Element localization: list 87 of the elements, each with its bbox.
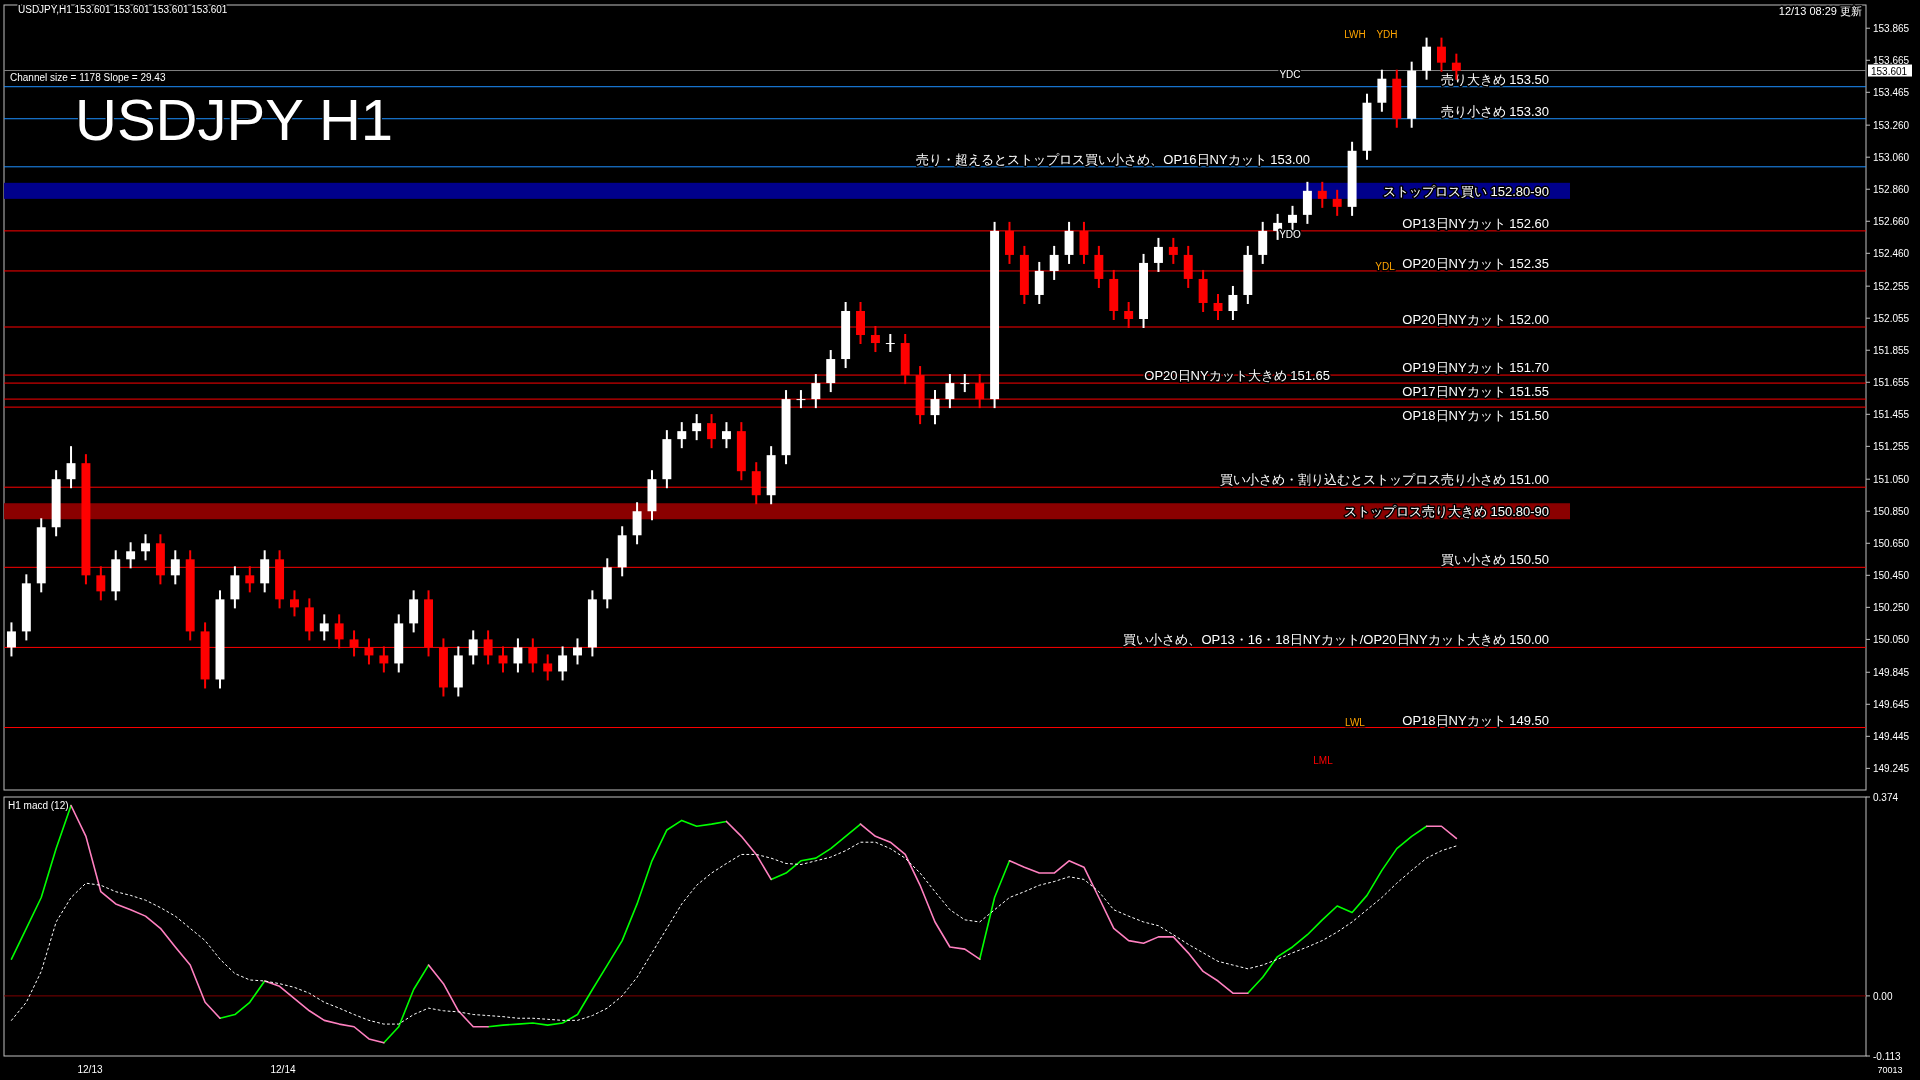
text: 12/14 <box>270 1064 296 1075</box>
y-tick-label: 151.050 <box>1873 474 1910 486</box>
candlestick <box>796 389 806 410</box>
y-tick-label: 149.845 <box>1873 667 1910 679</box>
candlestick <box>677 421 687 450</box>
candlestick <box>319 613 329 642</box>
y-tick-label: 0.00 <box>1873 990 1893 1002</box>
annotation: LWH <box>1344 29 1366 40</box>
ref-line-label: 売り小さめ 153.30 <box>1440 103 1549 119</box>
line-series <box>10 841 1457 1025</box>
y-tick-label: 152.660 <box>1873 216 1910 228</box>
y-tick-label: 152.055 <box>1873 313 1910 325</box>
y-tick-label: 150.050 <box>1873 634 1910 646</box>
y-tick-label: -0.113 <box>1873 1051 1902 1062</box>
candlestick <box>290 589 299 618</box>
candlestick <box>468 629 478 666</box>
candlestick <box>558 645 568 682</box>
candlestick <box>721 421 731 450</box>
text: 70013 <box>1877 1065 1903 1075</box>
annotation: YDL <box>1375 261 1396 272</box>
candlestick <box>126 541 136 570</box>
annotation: YDO <box>1279 229 1302 240</box>
annotation: 12/13 08:29 更新 <box>1778 5 1862 17</box>
y-tick-label: 153.665 <box>1873 55 1910 67</box>
y-tick-label: 151.255 <box>1873 441 1910 453</box>
candlestick <box>1332 188 1342 217</box>
candlestick <box>885 333 895 354</box>
y-tick-label: 150.450 <box>1873 570 1910 582</box>
text: 12/13 <box>77 1064 103 1075</box>
candlestick <box>945 373 955 410</box>
ref-line-label: 買い小さめ・割り込むとストップロス売り小さめ 151.00 <box>1219 472 1549 488</box>
y-tick-label: 153.465 <box>1873 87 1910 99</box>
ref-line-label: 買い小さめ 150.50 <box>1440 552 1549 568</box>
y-tick-label: 0.374 <box>1873 792 1899 803</box>
y-tick-label: 149.645 <box>1873 699 1910 711</box>
candlestick <box>1437 36 1446 73</box>
y-tick-label: 152.460 <box>1873 248 1910 260</box>
y-tick-label: 150.850 <box>1873 506 1910 518</box>
ref-line-label: OP13日NYカット 152.60 <box>1402 215 1549 231</box>
candlestick <box>1049 244 1059 281</box>
ref-line-label: 売り大きめ 153.50 <box>1440 71 1549 87</box>
band-label: ストップロス買い 152.80-90 <box>1382 183 1549 199</box>
candlestick <box>811 373 821 410</box>
annotation: LWL <box>1345 717 1366 728</box>
annotation: Channel size = 1178 Slope = 29.43 <box>10 72 166 83</box>
candlestick <box>1168 236 1178 265</box>
y-tick-label: 149.245 <box>1873 763 1910 775</box>
band-label: ストップロス売り大きめ 150.80-90 <box>1343 504 1549 520</box>
y-tick-label: 149.445 <box>1873 731 1910 743</box>
candlestick <box>692 413 702 442</box>
y-tick-label: 151.655 <box>1873 377 1910 389</box>
y-tick-label: 153.260 <box>1873 120 1910 132</box>
y-tick-label: 151.855 <box>1873 345 1910 357</box>
candlestick <box>573 637 582 666</box>
candlestick <box>707 413 717 450</box>
chart-title: H1 macd (12) <box>8 800 69 811</box>
ref-line-label: OP19日NYカット 151.70 <box>1402 360 1549 376</box>
ref-line-label: OP17日NYカット 151.55 <box>1402 384 1549 400</box>
candlestick <box>543 653 553 682</box>
candlestick <box>1317 180 1327 209</box>
annotation: YDC <box>1279 69 1301 80</box>
candlestick <box>960 373 970 394</box>
candlestick <box>513 637 523 674</box>
ref-line-label: OP20日NYカット 152.00 <box>1402 312 1549 328</box>
ref-line-label: 153.601 <box>1871 65 1908 77</box>
candlestick <box>930 389 940 426</box>
y-tick-label: 151.455 <box>1873 409 1910 421</box>
candlestick <box>66 445 76 490</box>
ref-line-label: 売り・超えるとストップロス買い小さめ、OP16日NYカット 153.00 <box>916 151 1310 167</box>
candlestick <box>170 549 180 586</box>
candlestick <box>141 533 150 562</box>
y-tick-label: 150.650 <box>1873 538 1910 550</box>
candlestick <box>1153 236 1163 273</box>
annotation: LML <box>1313 755 1334 766</box>
annotation: USDJPY,H1 153.601 153.601 153.601 153.601 <box>18 4 228 15</box>
ref-line-label: OP18日NYカット 151.50 <box>1402 408 1549 424</box>
ref-line-label: OP20日NYカット 152.35 <box>1402 255 1549 271</box>
y-tick-label: 152.255 <box>1873 281 1910 293</box>
candlestick <box>1228 284 1238 321</box>
y-tick-label: 153.060 <box>1873 152 1910 164</box>
ref-line-label: OP18日NYカット 149.50 <box>1402 712 1549 728</box>
y-tick-label: 153.865 <box>1873 23 1910 35</box>
candlestick <box>6 621 16 658</box>
annotation: YDH <box>1376 29 1398 40</box>
ref-line-label: 買い小さめ、OP13・16・18日NYカット/OP20日NYカット大きめ 150.00 <box>1123 632 1549 648</box>
y-tick-label: 150.250 <box>1873 602 1910 614</box>
y-tick-label: 152.860 <box>1873 184 1910 196</box>
